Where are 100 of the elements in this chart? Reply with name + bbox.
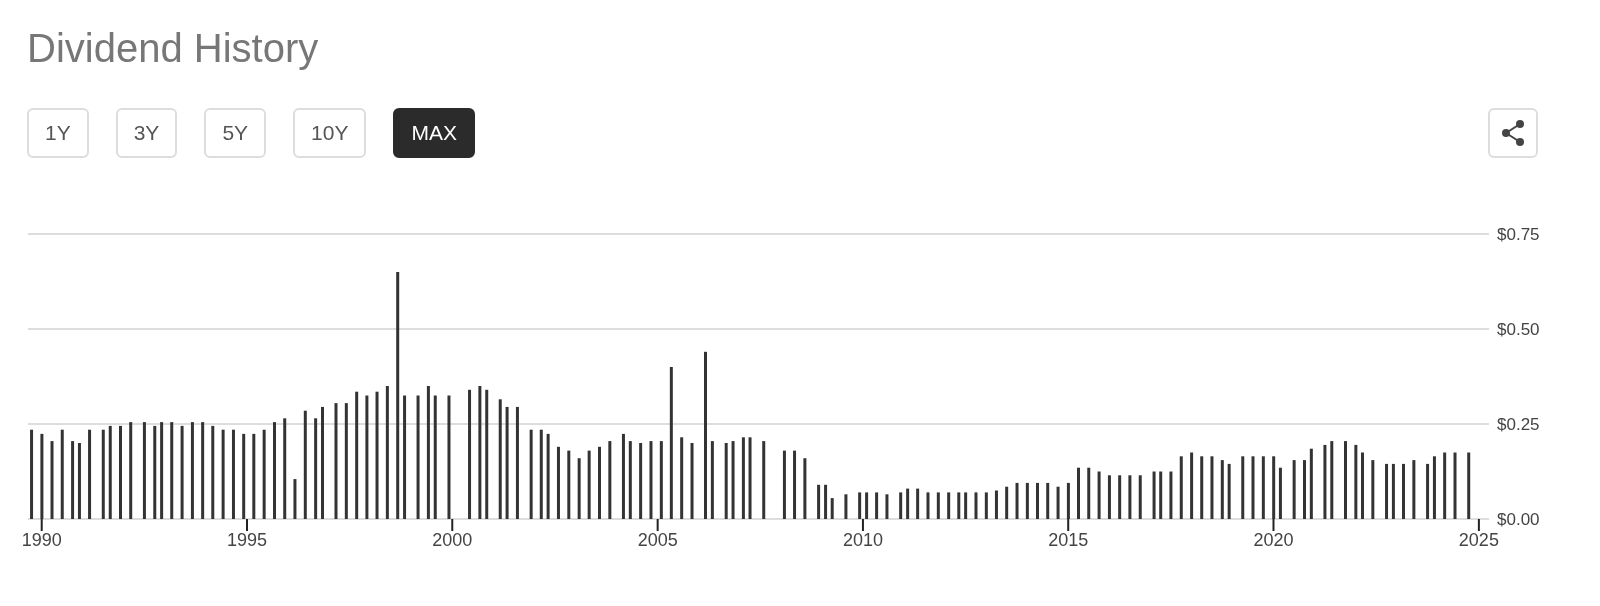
bar	[262, 429, 266, 519]
bar	[478, 386, 482, 519]
bar	[498, 399, 502, 519]
bar	[1046, 482, 1050, 519]
bar	[1179, 456, 1183, 519]
bar	[875, 492, 879, 519]
bar	[628, 441, 632, 519]
x-tick-label: 1995	[226, 529, 268, 550]
bar	[710, 441, 714, 519]
bar	[899, 492, 903, 519]
bar	[505, 406, 509, 519]
bar	[142, 422, 146, 519]
bar	[1302, 460, 1306, 519]
bar	[1412, 460, 1416, 519]
bar	[1272, 456, 1276, 519]
bar	[355, 391, 359, 519]
bar	[71, 441, 75, 519]
bar	[1251, 456, 1255, 519]
bar	[252, 433, 256, 519]
bar	[793, 450, 797, 519]
bar	[546, 433, 550, 519]
bar	[334, 403, 338, 519]
bar	[567, 450, 571, 519]
bar	[129, 422, 133, 519]
bar	[1159, 471, 1163, 519]
bar	[1066, 482, 1070, 519]
bar	[101, 429, 105, 519]
bar	[690, 443, 694, 519]
bar	[180, 425, 184, 519]
bar	[447, 395, 451, 519]
bar	[984, 492, 988, 519]
bar	[803, 458, 807, 519]
bar	[782, 450, 786, 519]
bar	[221, 429, 225, 519]
bar	[598, 446, 601, 519]
bar	[1426, 463, 1430, 519]
bar	[659, 441, 663, 519]
bar	[974, 492, 978, 519]
x-tick-label: 2020	[1253, 529, 1294, 550]
bar	[1402, 463, 1406, 519]
text: MAX	[393, 108, 475, 158]
bar	[385, 386, 389, 519]
bar	[30, 429, 34, 519]
bar	[994, 490, 998, 519]
bar	[1467, 452, 1471, 519]
bar	[396, 272, 400, 519]
bar	[1056, 486, 1060, 519]
bar	[1087, 467, 1091, 519]
bar	[577, 458, 581, 519]
bar	[1107, 475, 1111, 519]
bar	[824, 484, 828, 519]
bar	[433, 395, 437, 519]
bar	[1227, 463, 1231, 519]
bar	[1292, 460, 1296, 519]
bar	[885, 494, 889, 519]
bar	[587, 450, 591, 519]
bar	[1241, 456, 1245, 519]
bar	[365, 395, 369, 519]
bar	[529, 429, 533, 519]
bar	[314, 418, 318, 519]
bar	[1443, 452, 1447, 519]
bar	[293, 479, 297, 519]
bar	[608, 441, 612, 519]
bar	[1323, 444, 1327, 519]
bar	[403, 395, 407, 519]
bar	[1200, 456, 1204, 519]
bar	[272, 422, 276, 519]
bar	[916, 488, 920, 519]
bar	[1169, 471, 1173, 519]
bar	[242, 433, 246, 519]
bar	[865, 492, 869, 519]
bar	[211, 425, 215, 519]
bar	[947, 492, 951, 519]
text: 1Y	[27, 108, 89, 158]
bar	[1453, 452, 1457, 519]
bar	[1261, 456, 1265, 519]
bar	[1190, 452, 1194, 519]
bar	[1432, 456, 1436, 519]
bar	[1385, 463, 1389, 519]
bar	[680, 437, 684, 519]
y-tick-label: $0.25	[1497, 415, 1540, 435]
bar	[485, 389, 489, 519]
bar	[748, 437, 752, 519]
text: 10Y	[293, 108, 367, 158]
bar	[108, 425, 112, 519]
bar	[1035, 482, 1039, 519]
bar	[1371, 460, 1375, 519]
bar	[375, 391, 379, 519]
bar	[515, 406, 519, 519]
bar	[1025, 482, 1029, 519]
bar	[283, 418, 287, 519]
bar	[957, 492, 961, 519]
text: 5Y	[204, 108, 267, 158]
bar	[1077, 467, 1081, 519]
bar	[303, 410, 307, 519]
bar	[88, 429, 92, 519]
bar	[830, 498, 834, 519]
bar	[321, 406, 324, 519]
y-tick-label: $0.00	[1497, 510, 1540, 530]
bar	[621, 433, 625, 519]
